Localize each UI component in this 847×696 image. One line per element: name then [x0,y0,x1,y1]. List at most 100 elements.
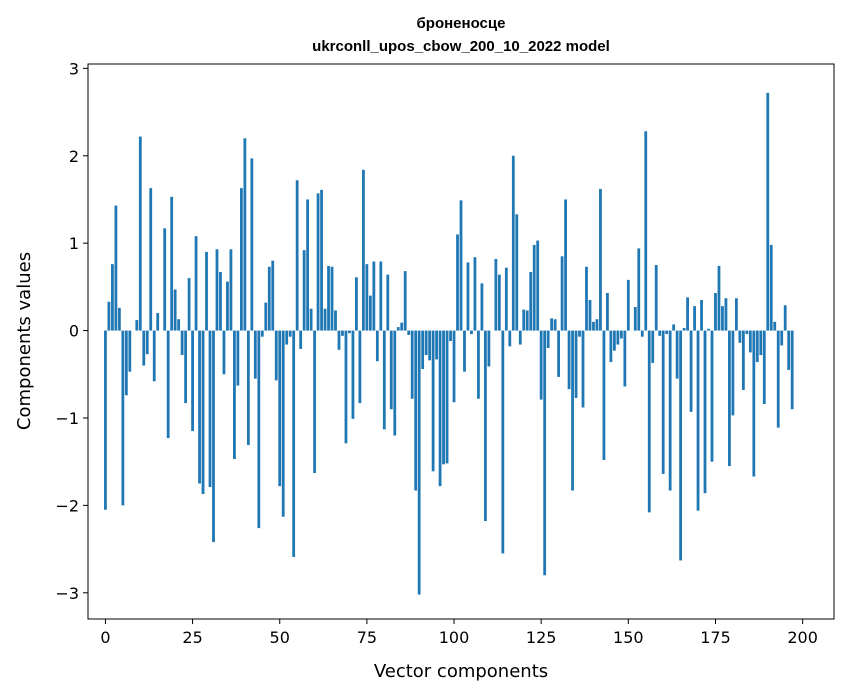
bar-177 [721,306,724,331]
bar-102 [459,200,463,331]
y-tick-label: −2 [55,496,79,515]
bar-15 [156,313,160,331]
bar-38 [236,330,240,386]
bar-85 [400,322,404,331]
bar-89 [414,330,418,491]
bar-98 [445,330,449,464]
bar-183 [741,330,745,390]
bar-45 [260,330,264,337]
x-tick-label: 125 [526,628,557,647]
y-tick-label: 3 [69,59,79,78]
bar-133 [567,330,571,390]
bar-187 [755,330,759,363]
bar-155 [644,131,648,331]
bar-194 [780,330,784,346]
bar-145 [609,330,613,363]
bar-173 [707,328,710,331]
bar-57 [302,250,306,331]
y-axis-ticks: −3 −2 −1 0 1 2 3 [55,59,88,603]
bar-170 [696,330,700,511]
bar-26 [194,236,198,331]
bar-77 [372,261,376,331]
bar-92 [424,330,428,356]
bar-59 [309,308,313,331]
bar-42 [250,158,254,331]
bar-143 [602,330,606,460]
bar-149 [623,330,627,387]
bar-72 [355,277,358,331]
bar-100 [452,330,456,403]
bar-94 [431,330,435,472]
bar-63 [323,308,327,331]
bar-107 [477,330,480,399]
bar-124 [536,240,540,331]
bar-129 [553,319,557,331]
bar-138 [585,266,588,331]
bar-73 [358,330,362,404]
bar-153 [637,248,641,331]
bar-7 [128,330,132,372]
bar-140 [592,321,595,331]
bar-28 [201,330,205,495]
bar-30 [208,330,212,488]
bar-127 [546,330,550,349]
bar-54 [292,330,296,557]
bar-55 [295,180,299,331]
bar-175 [714,292,717,331]
bar-35 [226,281,229,331]
bar-61 [316,193,320,331]
bar-156 [647,330,651,513]
x-tick-label: 175 [700,628,731,647]
bar-104 [466,262,470,331]
bar-116 [508,330,512,347]
bar-14 [152,330,156,382]
bar-9 [135,320,139,331]
bar-181 [735,298,738,331]
bar-190 [766,92,770,331]
bar-66 [334,310,337,331]
bar-139 [588,299,592,331]
bar-196 [787,330,791,370]
bar-17 [163,228,167,331]
bar-184 [745,330,749,335]
bar-114 [501,330,505,554]
bar-125 [539,330,543,400]
bar-193 [776,330,780,428]
bar-62 [320,189,323,331]
bar-162 [668,330,672,491]
bar-93 [428,330,432,361]
bar-169 [693,306,696,331]
bar-37 [233,330,236,460]
bar-48 [271,260,275,331]
x-tick-label: 50 [270,628,290,647]
bar-82 [389,330,393,410]
y-tick-label: 0 [69,322,79,341]
bar-168 [689,330,693,412]
bar-163 [672,324,676,331]
bar-185 [748,330,752,353]
bar-36 [229,249,233,331]
bar-68 [341,330,344,336]
bar-191 [769,244,773,331]
bar-52 [285,330,289,345]
bar-83 [393,330,397,436]
bar-47 [267,266,271,331]
bar-134 [571,330,574,491]
bar-137 [581,330,585,408]
x-tick-label: 200 [787,628,818,647]
bar-115 [504,267,508,331]
bar-147 [616,330,620,345]
bar-50 [278,330,282,487]
bar-86 [403,271,407,331]
bar-34 [222,330,226,375]
bar-0 [104,330,107,510]
bar-41 [246,330,250,446]
bar-182 [738,330,742,343]
bar-1 [107,301,111,331]
bar-166 [682,327,686,331]
bar-122 [529,272,533,331]
bar-126 [543,330,547,576]
bar-142 [599,188,602,331]
bar-108 [480,283,484,331]
bar-144 [606,292,609,331]
